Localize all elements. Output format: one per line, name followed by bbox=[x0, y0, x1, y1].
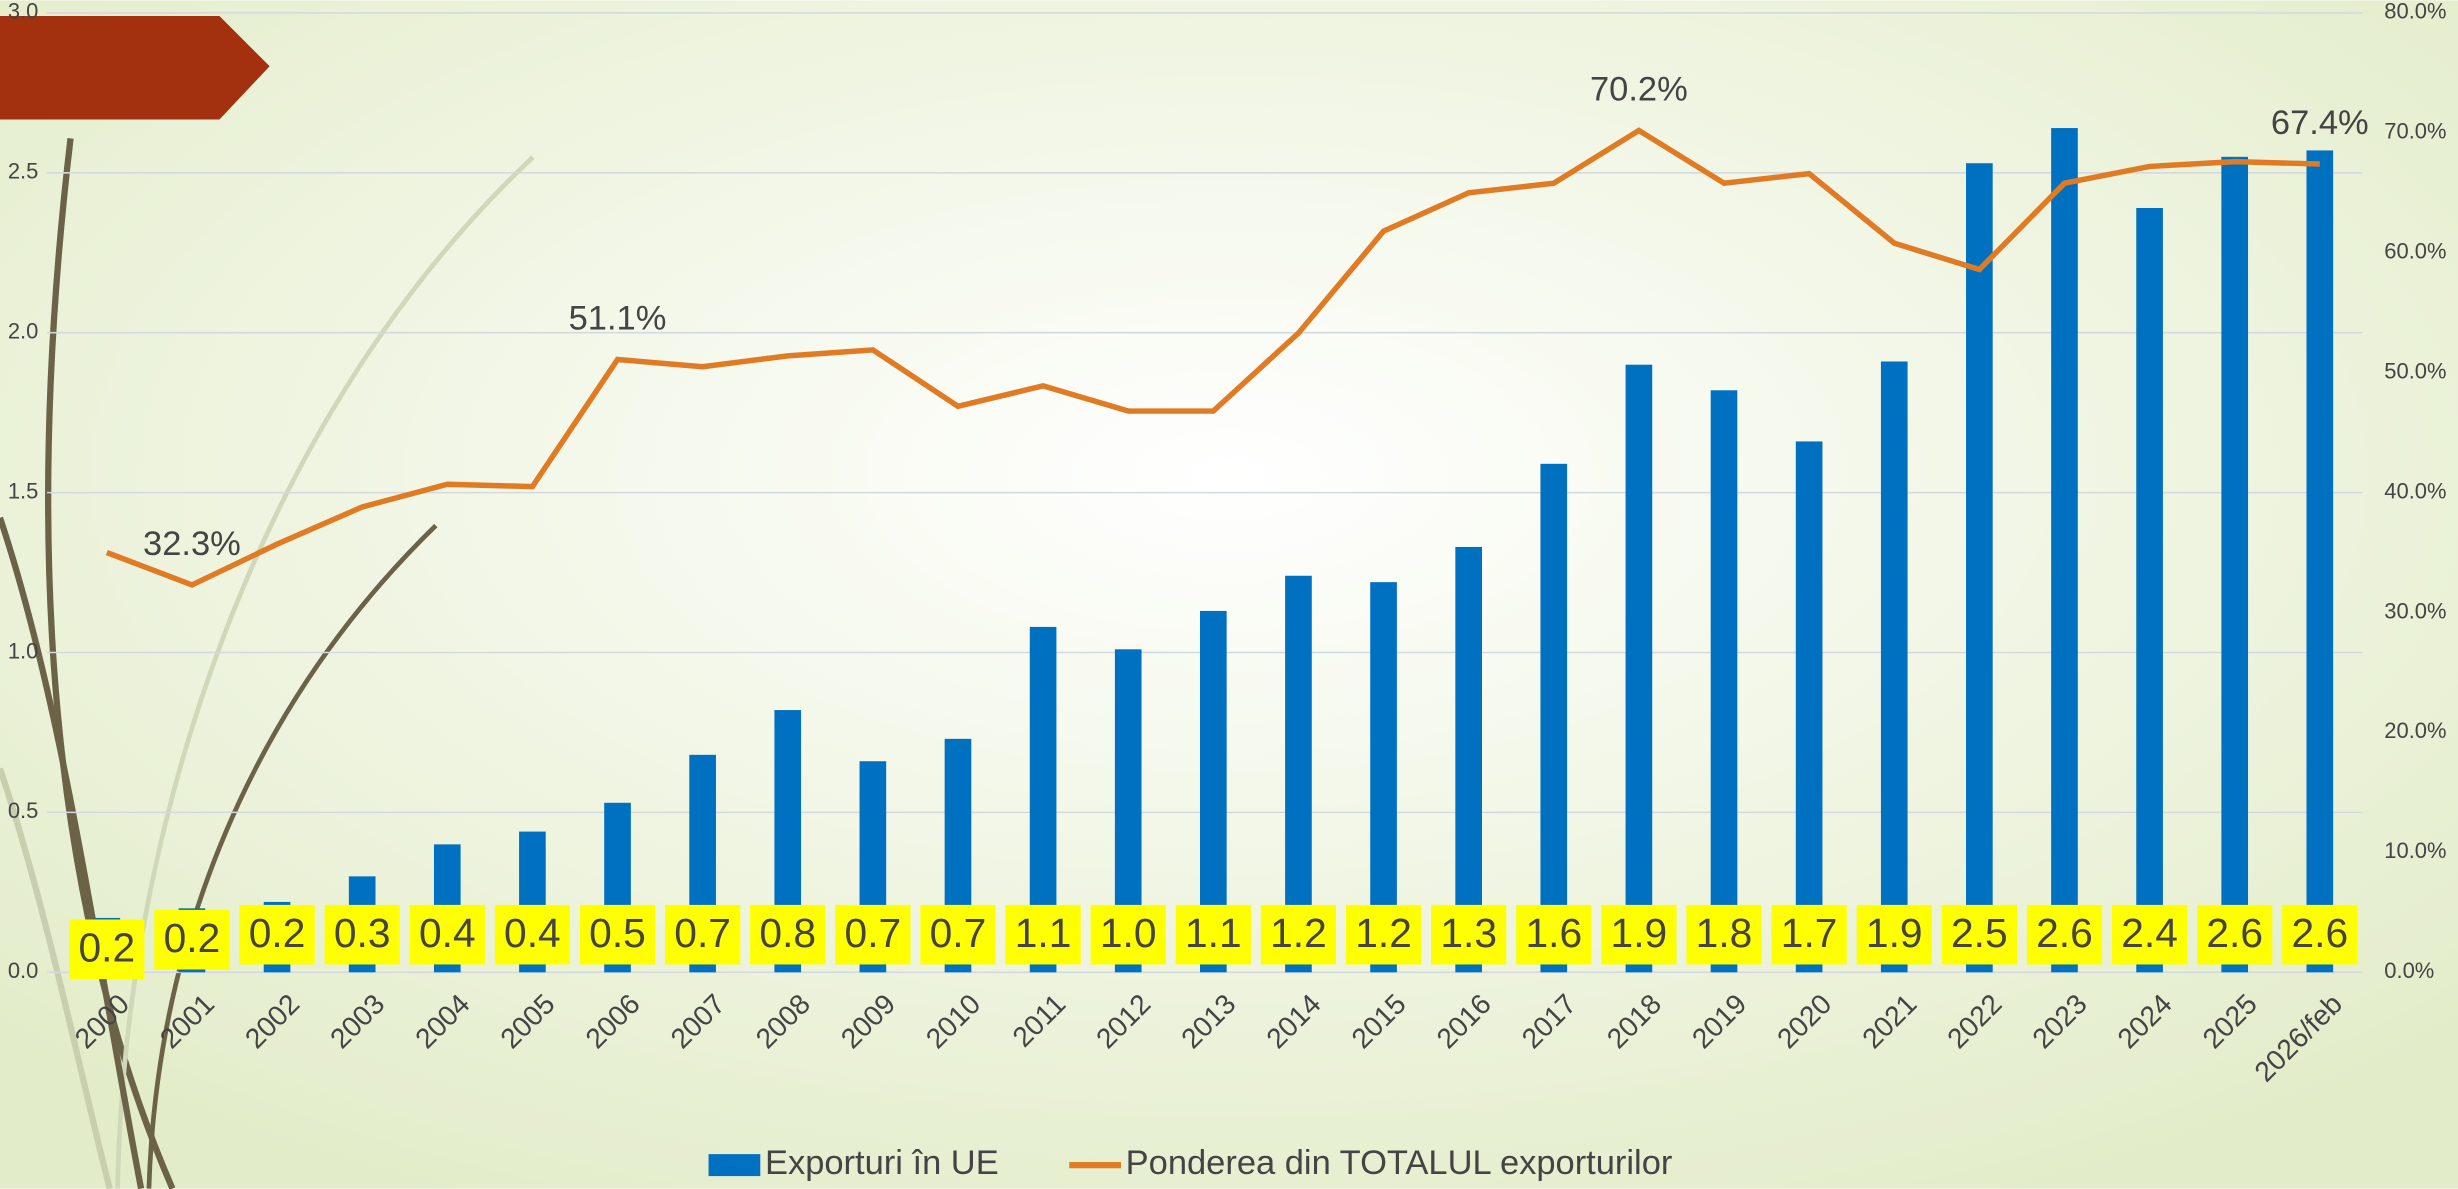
data-label-bg bbox=[1005, 904, 1081, 965]
y2-tick-label: 20.0% bbox=[2384, 718, 2446, 743]
bar bbox=[2051, 128, 2078, 973]
y2-tick-label: 10.0% bbox=[2384, 838, 2446, 863]
data-label-bg bbox=[920, 904, 996, 965]
bar bbox=[2306, 150, 2334, 973]
y2-tick-label: 80.0% bbox=[2384, 0, 2446, 24]
data-label-bg bbox=[1345, 904, 1422, 965]
data-label: 1.0 bbox=[1100, 910, 1157, 956]
data-label-bg bbox=[1941, 904, 2017, 965]
bar bbox=[1540, 463, 1568, 973]
legend-swatch bbox=[708, 1154, 761, 1177]
data-label-bg bbox=[2026, 904, 2103, 965]
legend-label: Exporturi în UE bbox=[765, 1144, 999, 1182]
bar bbox=[1625, 364, 1653, 973]
data-label-bg bbox=[1686, 904, 1762, 965]
data-label: 2.6 bbox=[2036, 910, 2093, 956]
y-tick-label: 0.0 bbox=[8, 958, 38, 983]
bar bbox=[2221, 156, 2249, 973]
bar bbox=[1455, 546, 1482, 973]
data-label-bg bbox=[409, 904, 485, 965]
data-label-bg bbox=[239, 904, 315, 965]
data-label: 2.5 bbox=[1951, 910, 2008, 956]
y-tick-label: 0.5 bbox=[8, 798, 38, 823]
data-label: 0.5 bbox=[589, 910, 646, 956]
data-label-bg bbox=[1260, 904, 1337, 965]
y-tick-label: 2.0 bbox=[8, 319, 38, 344]
data-label: 1.1 bbox=[1015, 910, 1072, 956]
bar bbox=[2136, 207, 2163, 973]
data-label: 0.3 bbox=[334, 910, 391, 956]
data-label: 1.9 bbox=[1866, 910, 1923, 956]
data-label: 0.4 bbox=[419, 910, 476, 956]
y2-tick-label: 60.0% bbox=[2384, 239, 2446, 264]
y2-tick-label: 0.0% bbox=[2384, 958, 2434, 983]
data-label-bg bbox=[324, 904, 400, 965]
data-label: 1.3 bbox=[1440, 910, 1497, 956]
data-label: 2.6 bbox=[2291, 910, 2348, 956]
data-label-bg bbox=[1856, 904, 1932, 965]
bar bbox=[1966, 163, 1993, 973]
y-tick-label: 3.0 bbox=[8, 0, 38, 24]
decoration bbox=[0, 137, 535, 1189]
data-label: 0.8 bbox=[759, 910, 816, 956]
data-label: 0.2 bbox=[249, 910, 306, 956]
data-label-bg bbox=[750, 904, 826, 965]
y-tick-label: 1.5 bbox=[8, 478, 38, 503]
y-tick-label: 2.5 bbox=[8, 159, 38, 184]
data-label: 0.7 bbox=[930, 910, 987, 956]
data-label-bg bbox=[665, 904, 741, 965]
data-label: 2.6 bbox=[2206, 910, 2263, 956]
data-label: 1.7 bbox=[1781, 910, 1838, 956]
bar bbox=[1880, 361, 1908, 973]
data-label-bg bbox=[154, 909, 230, 970]
data-label-bg bbox=[1431, 904, 1507, 965]
data-label-bg bbox=[494, 904, 571, 965]
data-label: 1.2 bbox=[1270, 910, 1327, 956]
y2-tick-label: 70.0% bbox=[2384, 119, 2446, 144]
data-label: 67.4% bbox=[2271, 104, 2369, 142]
data-label-bg bbox=[835, 904, 911, 965]
data-label: 1.1 bbox=[1185, 910, 1242, 956]
data-label: 1.6 bbox=[1525, 910, 1582, 956]
data-label: 0.7 bbox=[674, 910, 731, 956]
data-label-bg bbox=[1516, 904, 1592, 965]
data-label-bg bbox=[69, 919, 145, 980]
data-label: 70.2% bbox=[1590, 70, 1688, 108]
line bbox=[105, 127, 2320, 588]
bar bbox=[1710, 390, 1738, 973]
data-label: 0.4 bbox=[504, 910, 561, 956]
data-label-bg bbox=[1090, 904, 1166, 965]
data-label-bg bbox=[2282, 904, 2358, 965]
y2-tick-label: 40.0% bbox=[2384, 478, 2446, 503]
data-label: 2.4 bbox=[2121, 910, 2178, 956]
y2-tick-label: 30.0% bbox=[2384, 598, 2446, 623]
data-label: 51.1% bbox=[569, 299, 667, 337]
banner bbox=[0, 16, 270, 120]
data-label: 0.7 bbox=[845, 910, 902, 956]
data-label-bg bbox=[1771, 904, 1847, 965]
data-label: 1.2 bbox=[1355, 910, 1412, 956]
data-label-bg bbox=[2111, 904, 2188, 965]
bar bbox=[1795, 441, 1823, 973]
data-label: 1.9 bbox=[1611, 910, 1668, 956]
data-label: 0.2 bbox=[164, 915, 221, 961]
data-label-bg bbox=[579, 904, 656, 965]
y2-tick-label: 50.0% bbox=[2384, 358, 2446, 383]
data-label-bg bbox=[2197, 904, 2273, 965]
data-label-bg bbox=[1601, 904, 1677, 965]
y-tick-label: 1.0 bbox=[8, 638, 38, 663]
legend-label: Ponderea din TOTALUL exporturilor bbox=[1126, 1144, 1673, 1182]
data-label: 32.3% bbox=[143, 525, 241, 563]
data-label: 1.8 bbox=[1696, 910, 1753, 956]
data-label-bg bbox=[1175, 904, 1251, 965]
data-label: 0.2 bbox=[79, 925, 136, 971]
